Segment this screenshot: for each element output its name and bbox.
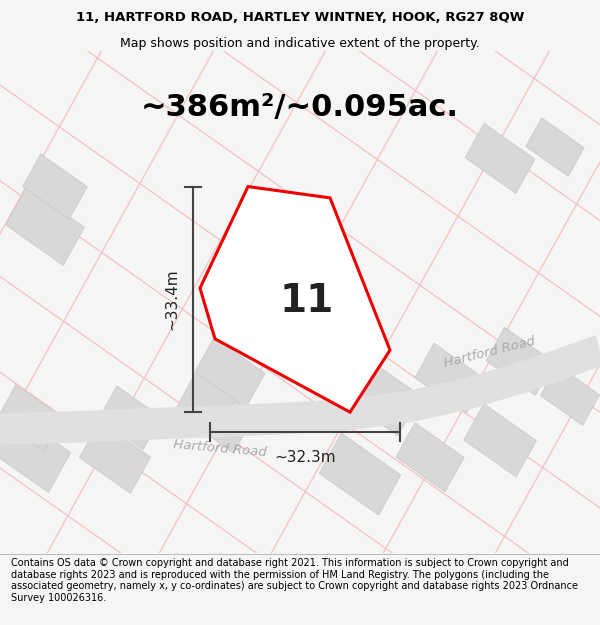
Text: Hartford Road: Hartford Road bbox=[173, 438, 267, 459]
Text: Contains OS data © Crown copyright and database right 2021. This information is : Contains OS data © Crown copyright and d… bbox=[11, 558, 578, 603]
Polygon shape bbox=[340, 355, 420, 436]
Polygon shape bbox=[319, 433, 401, 515]
Text: 11, HARTFORD ROAD, HARTLEY WINTNEY, HOOK, RG27 8QW: 11, HARTFORD ROAD, HARTLEY WINTNEY, HOOK… bbox=[76, 11, 524, 24]
Text: ~386m²/~0.095ac.: ~386m²/~0.095ac. bbox=[141, 93, 459, 122]
Polygon shape bbox=[79, 421, 151, 493]
Polygon shape bbox=[465, 123, 535, 194]
Polygon shape bbox=[486, 328, 554, 396]
Polygon shape bbox=[99, 386, 161, 449]
Polygon shape bbox=[174, 371, 256, 453]
Polygon shape bbox=[396, 422, 464, 492]
Text: ~33.4m: ~33.4m bbox=[164, 269, 179, 330]
Text: 11: 11 bbox=[280, 282, 334, 320]
Polygon shape bbox=[23, 154, 88, 219]
Polygon shape bbox=[0, 384, 62, 451]
Polygon shape bbox=[526, 118, 584, 176]
Polygon shape bbox=[0, 335, 600, 445]
Polygon shape bbox=[200, 187, 390, 412]
Polygon shape bbox=[5, 187, 85, 266]
Polygon shape bbox=[541, 365, 599, 426]
Polygon shape bbox=[415, 343, 485, 414]
Text: ~32.3m: ~32.3m bbox=[274, 451, 336, 466]
Polygon shape bbox=[195, 338, 265, 408]
Text: Map shows position and indicative extent of the property.: Map shows position and indicative extent… bbox=[120, 37, 480, 50]
Polygon shape bbox=[464, 404, 536, 477]
Text: Hartford Road: Hartford Road bbox=[443, 335, 537, 370]
Polygon shape bbox=[0, 411, 71, 492]
